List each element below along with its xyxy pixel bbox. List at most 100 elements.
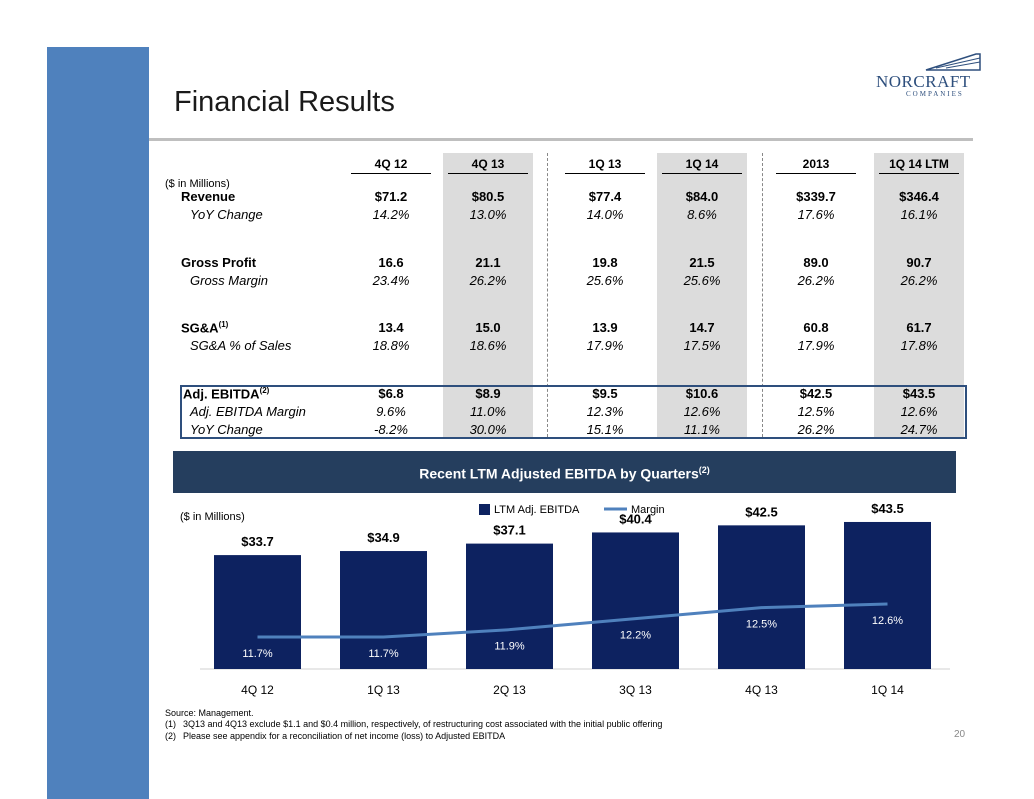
table-cell: 21.1 [475, 255, 501, 270]
table-cell: 12.6% [683, 404, 721, 419]
table-cell: 23.4% [372, 273, 410, 288]
chart-banner: Recent LTM Adjusted EBITDA by Quarters(2… [173, 451, 956, 493]
table-cell: $9.5 [592, 386, 618, 401]
page-number: 20 [954, 729, 966, 740]
table-cell: 19.8 [592, 255, 618, 270]
x-tick-label: 4Q 13 [745, 683, 778, 697]
column-header-underline [565, 173, 645, 174]
table-cell: 24.7% [900, 422, 938, 437]
table-cell: $71.2 [374, 189, 408, 204]
row-label-text: YoY Change [190, 422, 263, 437]
table-cell: 9.6% [376, 404, 406, 419]
row-label-text: SG&A [181, 320, 219, 336]
row-label: SG&A(1) [181, 320, 228, 335]
bar-2q13 [466, 543, 553, 669]
table-cell: 26.2% [797, 273, 835, 288]
chart-banner-sup: (2) [698, 465, 710, 475]
row-label-text: Adj. EBITDA Margin [190, 404, 306, 419]
footnote-2: (2) Please see appendix for a reconciliat… [165, 731, 505, 741]
margin-value-label: 12.5% [746, 619, 777, 631]
table-cell: 15.1% [586, 422, 624, 437]
table-cell: $42.5 [799, 386, 833, 401]
x-tick-label: 1Q 14 [871, 683, 904, 697]
row-label: Revenue [181, 189, 235, 204]
table-cell: $80.5 [471, 189, 505, 204]
table-cell: $10.6 [685, 386, 719, 401]
table-cell: 12.6% [900, 404, 938, 419]
table-cell: 14.2% [372, 207, 410, 222]
bar-value-label: $37.1 [493, 523, 526, 538]
row-label-text: Adj. EBITDA [183, 386, 260, 402]
row-label-text: SG&A % of Sales [190, 338, 292, 353]
ebitda-highlight-box [180, 385, 967, 439]
logo-mark-icon [925, 53, 981, 71]
table-cell: 26.2% [469, 273, 507, 288]
table-cell: 14.0% [586, 207, 624, 222]
table-cell: 25.6% [683, 273, 721, 288]
column-shade [443, 153, 533, 437]
column-shade [657, 153, 747, 437]
table-cell: 17.6% [797, 207, 835, 222]
x-tick-label: 4Q 12 [241, 683, 274, 697]
title-divider [149, 138, 973, 141]
table-cell: 8.6% [687, 207, 717, 222]
margin-value-label: 12.2% [620, 630, 651, 642]
bar-value-label: $33.7 [241, 534, 274, 549]
column-shade [874, 153, 964, 437]
table-cell: 16.1% [900, 207, 938, 222]
table-cell: 60.8 [803, 320, 829, 335]
chart-banner-title: Recent LTM Adjusted EBITDA by Quarters [419, 465, 699, 482]
column-header-underline [776, 173, 856, 174]
column-header: 1Q 14 LTM [889, 157, 949, 171]
table-cell: 14.7 [689, 320, 715, 335]
margin-value-label: 12.6% [872, 615, 903, 627]
table-cell: 17.8% [900, 338, 938, 353]
column-header: 4Q 12 [374, 157, 408, 171]
table-cell: 26.2% [797, 422, 835, 437]
x-tick-label: 3Q 13 [619, 683, 652, 697]
table-cell: $84.0 [685, 189, 719, 204]
column-header: 1Q 14 [685, 157, 719, 171]
table-cell: -8.2% [374, 422, 408, 437]
table-cell: 17.9% [797, 338, 835, 353]
table-cell: 18.8% [372, 338, 410, 353]
chart-units: ($ in Millions) [180, 511, 245, 523]
row-label-text: YoY Change [190, 207, 263, 222]
footnote-1: (1) 3Q13 and 4Q13 exclude $1.1 and $0.4 m… [165, 719, 662, 729]
column-divider [547, 153, 548, 437]
table-cell: 13.0% [469, 207, 507, 222]
table-cell: $77.4 [588, 189, 622, 204]
bar-1q13 [340, 551, 427, 669]
table-cell: 90.7 [906, 255, 932, 270]
footnote-1-text: 3Q13 and 4Q13 exclude $1.1 and $0.4 mill… [183, 719, 663, 729]
margin-value-label: 11.7% [368, 648, 399, 660]
x-tick-label: 1Q 13 [367, 683, 400, 697]
x-tick-label: 2Q 13 [493, 683, 526, 697]
table-cell: $339.7 [796, 189, 836, 204]
margin-value-label: 11.7% [242, 648, 273, 660]
column-header-underline [662, 173, 742, 174]
table-cell: 13.4 [378, 320, 404, 335]
column-header: 4Q 13 [471, 157, 505, 171]
column-header: 2013 [802, 157, 830, 171]
column-header: 1Q 13 [588, 157, 622, 171]
norcraft-logo: NORCRAFT COMPANIES [876, 52, 982, 98]
row-label-sup: (1) [218, 320, 229, 329]
legend-label-line: Margin [631, 504, 665, 516]
table-cell: 30.0% [469, 422, 507, 437]
table-cell: 17.9% [586, 338, 624, 353]
row-label: YoY Change [190, 207, 263, 222]
sidebar-band [47, 47, 149, 799]
row-label-sup: (2) [259, 386, 270, 395]
table-cell: 18.6% [469, 338, 507, 353]
bar-3q13 [592, 532, 679, 669]
footnote-2-num: (2) [165, 731, 176, 741]
footnote-source: Source: Management. [165, 708, 254, 718]
row-label-text: Revenue [181, 189, 236, 204]
row-label: YoY Change [190, 422, 263, 437]
bar-value-label: $42.5 [745, 504, 778, 519]
table-cell: $43.5 [902, 386, 936, 401]
table-cell: 61.7 [906, 320, 932, 335]
row-label-text: Gross Profit [181, 255, 257, 270]
page-title: Financial Results [174, 86, 395, 118]
